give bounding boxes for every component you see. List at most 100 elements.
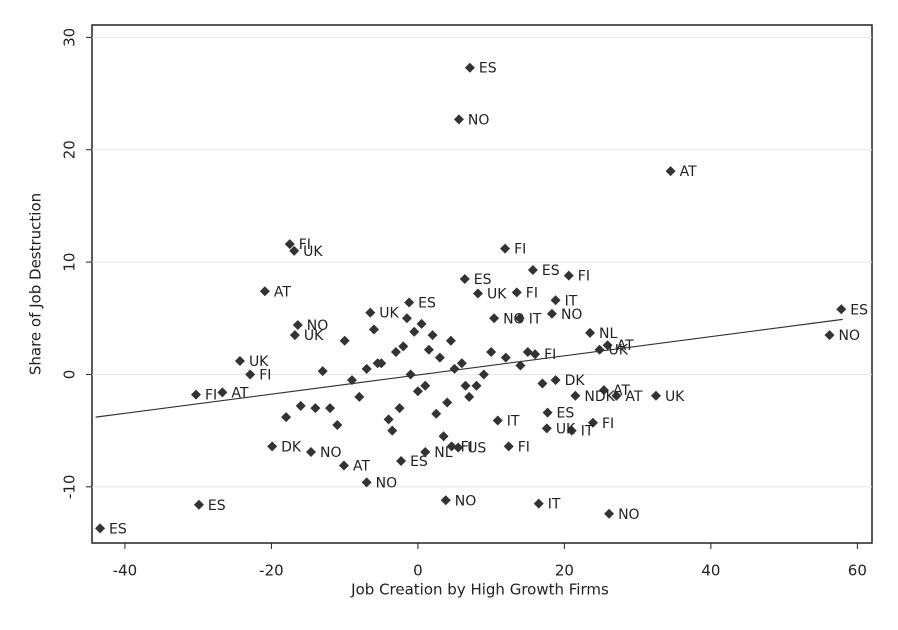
point-label: FI: [259, 367, 271, 383]
point-label: NO: [618, 507, 640, 523]
point: [478, 369, 489, 380]
y-axis-label: Share of Job Destruction: [27, 193, 45, 375]
point-label: FI: [544, 347, 556, 363]
point-label: DK: [565, 373, 586, 389]
point: [332, 420, 343, 431]
point-label: ES: [479, 61, 497, 77]
point: [650, 390, 661, 401]
point-label: IT: [565, 293, 578, 309]
point: [566, 425, 577, 436]
y-tick-label: -10: [61, 475, 79, 500]
point: [440, 495, 451, 506]
point-label: NO: [561, 307, 583, 323]
point-label: NO: [468, 112, 490, 128]
point: [500, 243, 511, 254]
point: [234, 355, 245, 366]
point: [546, 308, 557, 319]
point: [396, 455, 407, 466]
point-label: ES: [109, 521, 127, 537]
point: [449, 363, 460, 374]
point: [611, 390, 622, 401]
point: [289, 245, 300, 256]
point: [442, 397, 453, 408]
point: [541, 423, 552, 434]
point-label: NO: [376, 475, 398, 491]
point: [598, 385, 609, 396]
point-label: ES: [542, 263, 560, 279]
point: [511, 287, 522, 298]
point-label: NO: [307, 318, 329, 334]
x-tick-label: -20: [259, 562, 284, 580]
point-label: UK: [665, 389, 685, 405]
point-label: DK: [281, 439, 302, 455]
point: [281, 412, 292, 423]
point: [602, 340, 613, 351]
point: [550, 375, 561, 386]
point: [445, 335, 456, 346]
point-label: ES: [208, 498, 226, 514]
y-tick-label: 20: [61, 140, 79, 159]
y-tick-label: 30: [61, 28, 79, 47]
point: [420, 380, 431, 391]
point-label: UK: [487, 287, 507, 303]
point: [412, 386, 423, 397]
point-label: US: [467, 440, 486, 456]
point: [289, 330, 300, 341]
x-tick-label: 60: [848, 562, 867, 580]
point-label: AT: [617, 338, 634, 354]
point: [471, 380, 482, 391]
point-label: UK: [304, 328, 324, 344]
x-axis-label: Job Creation by High Growth Firms: [350, 581, 609, 599]
point: [515, 360, 526, 371]
point: [514, 313, 525, 324]
point: [404, 297, 415, 308]
x-tick-label: 0: [413, 562, 423, 580]
point: [503, 441, 514, 452]
point: [325, 403, 336, 414]
plot-frame: [91, 24, 873, 544]
point: [464, 391, 475, 402]
point: [383, 414, 394, 425]
point: [824, 330, 835, 341]
point-label: UK: [303, 244, 323, 260]
y-tick-label: 0: [61, 370, 79, 380]
point-label: FI: [514, 242, 526, 258]
point: [542, 407, 553, 418]
point: [427, 330, 438, 341]
point: [537, 378, 548, 389]
point: [550, 295, 561, 306]
point: [431, 408, 442, 419]
point-label: IT: [581, 424, 594, 440]
point: [394, 403, 405, 414]
point: [368, 324, 379, 335]
point: [836, 304, 847, 315]
point: [95, 523, 106, 534]
point-label: FI: [205, 388, 217, 404]
point: [317, 366, 328, 377]
point-label: NL: [434, 445, 452, 461]
point: [390, 346, 401, 357]
point: [401, 313, 412, 324]
point: [193, 499, 204, 510]
point: [338, 460, 349, 471]
point-label: IT: [507, 414, 520, 430]
x-tick-label: -40: [113, 562, 138, 580]
point: [533, 498, 544, 509]
fit-line: [95, 318, 843, 418]
point: [434, 352, 445, 363]
point-label: ES: [474, 272, 492, 288]
point-label: IT: [529, 311, 542, 327]
point-label: NO: [320, 445, 342, 461]
point: [339, 335, 350, 346]
point-label: FI: [518, 439, 530, 455]
point: [665, 166, 676, 177]
point-label: UK: [249, 354, 269, 370]
point: [245, 369, 256, 380]
point: [486, 346, 497, 357]
point: [420, 446, 431, 457]
point: [570, 390, 581, 401]
point: [423, 344, 434, 355]
point: [492, 415, 503, 426]
point: [191, 389, 201, 400]
point-label: FI: [578, 269, 590, 285]
